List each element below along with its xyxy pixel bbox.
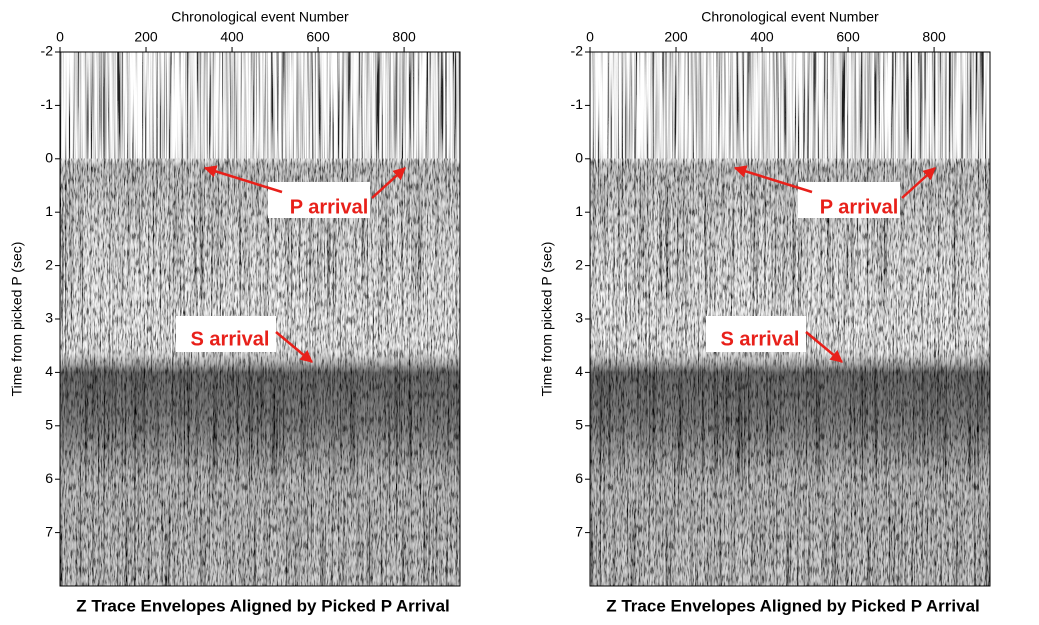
chart-title: Z Trace Envelopes Aligned by Picked P Ar… [606,596,980,615]
x-tick-label: 200 [134,29,158,45]
y-tick-label: 5 [575,417,583,433]
annotation-arrow [275,331,313,363]
y-tick-label: 3 [45,310,53,326]
y-tick-label: 3 [575,310,583,326]
y-tick-label: 6 [575,470,583,486]
x-tick-label: 400 [750,29,774,45]
x-tick-label: 800 [392,29,416,45]
annotation-arrow [901,167,936,199]
annotation: P arrival [290,196,369,218]
annotation-box [706,316,806,352]
y-tick-label: 7 [575,523,583,539]
y-tick-label: 2 [575,256,583,272]
y-axis-label: Time from picked P (sec) [9,242,25,397]
y-tick-label: 4 [45,363,53,379]
y-tick-label: 2 [45,256,53,272]
y-tick-label: 0 [45,150,53,166]
chart-title: Z Trace Envelopes Aligned by Picked P Ar… [76,596,450,615]
annotation: P arrival [820,196,899,218]
annotation-arrow [733,165,813,194]
x-axis-label: Chronological event Number [701,9,879,25]
x-tick-label: 800 [922,29,946,45]
annotation-arrow [371,167,406,199]
y-tick-label: -1 [571,96,584,112]
x-tick-label: 200 [664,29,688,45]
x-tick-label: 400 [220,29,244,45]
y-axis-label: Time from picked P (sec) [539,242,555,397]
y-tick-label: -1 [41,96,54,112]
y-tick-label: -2 [571,43,584,59]
annotation: S arrival [191,328,270,350]
y-tick-label: 1 [45,203,53,219]
x-tick-label: 600 [836,29,860,45]
y-tick-label: 5 [45,417,53,433]
x-tick-label: 0 [56,29,64,45]
x-axis-label: Chronological event Number [171,9,349,25]
y-tick-label: 1 [575,203,583,219]
y-tick-label: 7 [45,523,53,539]
annotation-box [176,316,276,352]
annotation-arrow [203,165,283,194]
annotation-box [798,182,900,218]
annotation-box [268,182,370,218]
y-tick-label: 0 [575,150,583,166]
y-tick-label: -2 [41,43,54,59]
x-tick-label: 0 [586,29,594,45]
annotation-arrow [805,331,843,363]
annotation: S arrival [721,328,800,350]
y-tick-label: 4 [575,363,583,379]
y-tick-label: 6 [45,470,53,486]
x-tick-label: 600 [306,29,330,45]
